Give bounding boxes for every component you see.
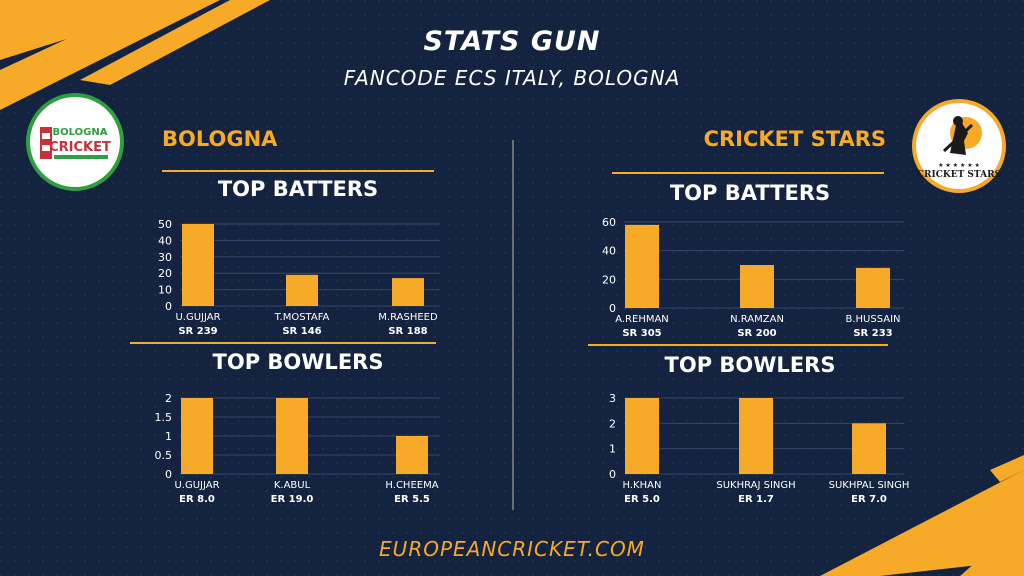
y-tick-label: 20 [158, 267, 172, 280]
stat-sublabel: SR 233 [853, 328, 892, 339]
cricket-stars-logo: ★ ★ ★ ★ ★ ★ CRICKET STARS [912, 99, 1006, 193]
center-divider [512, 140, 514, 510]
bar-b-hussain [856, 267, 890, 308]
category-label: SUKHRAJ SINGH [716, 480, 795, 491]
cricket-stars-top-batters-chart: 0 20 40 60 A.REHMAN SR 305 N.RAMZAN SR 200 B.HUS… [602, 216, 904, 339]
category-label: N.RAMZAN [730, 314, 784, 325]
cricket-stars-top-bowlers-chart: 0 1 2 3 H.KHAN ER 5.0 SUKHRAJ SINGH ER 1.7 SUKHP… [609, 392, 910, 505]
bar-h-khan [625, 398, 659, 474]
category-label: K.ABUL [274, 480, 311, 491]
divider-right-top [612, 172, 884, 174]
stat-sublabel: SR 239 [178, 326, 217, 337]
bar-k-abul [276, 398, 308, 474]
y-tick-label: 50 [158, 218, 172, 231]
bar-sukhpal-singh [852, 423, 886, 474]
y-tick-label: 0 [609, 468, 616, 481]
category-label: U.GUJJAR [175, 312, 220, 323]
y-tick-label: 2 [609, 417, 616, 430]
left-top-batters-title: TOP BATTERS [217, 177, 379, 201]
team-name-right: CRICKET STARS [703, 127, 886, 151]
bar-sukhraj-singh [739, 398, 773, 474]
stat-sublabel: ER 5.5 [394, 494, 430, 505]
category-label: H.CHEEMA [385, 480, 438, 491]
bar-n-ramzan [740, 265, 774, 308]
category-label: T.MOSTAFA [274, 312, 330, 323]
category-label: A.REHMAN [615, 314, 669, 325]
bar-t-mostafa [286, 274, 318, 306]
stat-sublabel: SR 200 [737, 328, 776, 339]
bologna-top-batters-chart: 0 10 20 30 40 50 U.GUJJAR SR 239 T.MOSTAFA SR 146… [158, 218, 440, 337]
y-tick-label: 1 [165, 430, 172, 443]
bar-u-gujjar [182, 224, 214, 306]
y-tick-label: 1 [609, 443, 616, 456]
category-label: U.GUJJAR [174, 480, 219, 491]
divider-left-top [162, 170, 434, 172]
right-top-bowlers-title: TOP BOWLERS [664, 353, 836, 377]
page-subtitle: FANCODE ECS ITALY, BOLOGNA [343, 66, 681, 90]
bar-u-gujjar [181, 398, 213, 474]
y-tick-label: 0 [165, 300, 172, 313]
divider-left-mid [130, 342, 436, 344]
y-tick-label: 3 [609, 392, 616, 405]
y-tick-label: 2 [165, 392, 172, 405]
bar-m-rasheed [392, 278, 424, 306]
bologna-cricket-club-logo: BOLOGNA CRICKET [26, 93, 124, 191]
y-tick-label: 10 [158, 284, 172, 297]
footer-url: EUROPEANCRICKET.COM [379, 537, 645, 561]
y-tick-label: 0 [609, 302, 616, 315]
svg-text:CRICKET STARS: CRICKET STARS [917, 170, 1001, 180]
category-label: M.RASHEED [378, 312, 438, 323]
bar-h-cheema [396, 436, 428, 474]
stat-sublabel: ER 8.0 [179, 494, 215, 505]
left-top-bowlers-title: TOP BOWLERS [212, 350, 384, 374]
y-tick-label: 1.5 [155, 411, 173, 424]
stat-sublabel: ER 7.0 [851, 494, 887, 505]
category-label: SUKHPAL SINGH [829, 480, 910, 491]
stat-sublabel: SR 188 [388, 326, 427, 337]
y-tick-label: 40 [602, 245, 616, 258]
y-tick-label: 30 [158, 251, 172, 264]
y-tick-label: 20 [602, 273, 616, 286]
bologna-top-bowlers-chart: 0 0.5 1 1.5 2 U.GUJJAR ER 8.0 K.ABUL ER 19.0 H.CH… [155, 392, 440, 505]
category-label: B.HUSSAIN [845, 314, 900, 325]
bologna-logo-emblem-icon: BOLOGNA CRICKET [40, 127, 111, 159]
cricket-stars-logo-emblem-icon: ★ ★ ★ ★ ★ ★ CRICKET STARS [917, 116, 1001, 180]
right-top-batters-title: TOP BATTERS [669, 181, 831, 205]
bar-a-rehman [625, 224, 659, 308]
svg-text:BOLOGNA: BOLOGNA [53, 127, 108, 138]
svg-text:CRICKET: CRICKET [49, 140, 111, 155]
team-name-left: BOLOGNA [162, 127, 278, 151]
svg-text:★ ★ ★ ★ ★ ★: ★ ★ ★ ★ ★ ★ [938, 162, 980, 169]
stat-sublabel: ER 5.0 [624, 494, 660, 505]
stat-sublabel: SR 146 [282, 326, 321, 337]
y-tick-label: 60 [602, 216, 616, 229]
y-tick-label: 40 [158, 234, 172, 247]
page-title: STATS GUN [423, 26, 601, 57]
y-tick-label: 0.5 [155, 449, 173, 462]
divider-right-mid [588, 344, 888, 346]
stat-sublabel: SR 305 [622, 328, 661, 339]
stat-sublabel: ER 1.7 [738, 494, 774, 505]
y-tick-label: 0 [165, 468, 172, 481]
category-label: H.KHAN [623, 480, 662, 491]
stat-sublabel: ER 19.0 [271, 494, 314, 505]
